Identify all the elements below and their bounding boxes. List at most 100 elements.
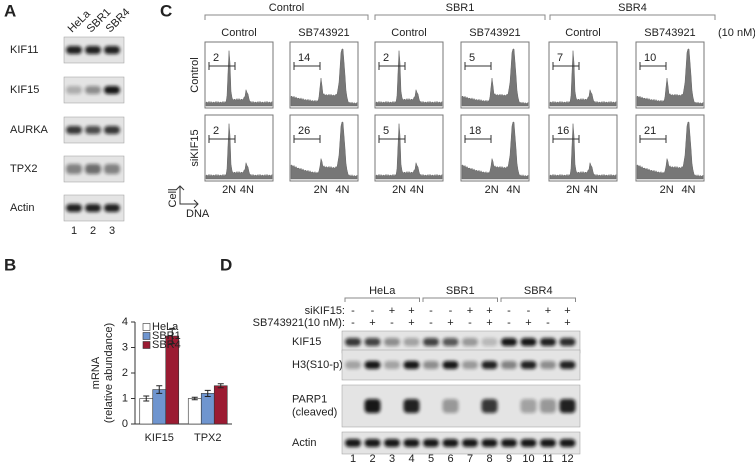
histogram [636,48,704,107]
histogram [375,123,443,180]
blot-band [104,86,120,94]
y-axis-label: mRNA [90,356,102,389]
blot-band [540,439,556,447]
histogram [636,121,704,180]
blot-band [442,399,459,413]
ploidy-label: 2N [566,184,580,196]
error-bar [191,396,198,401]
treatment-sign: - [546,317,550,329]
histogram-frame [204,41,274,109]
axis-label: Cell [167,189,179,208]
gate [552,135,580,143]
blot-band [540,399,556,413]
gate-value: 7 [557,52,563,64]
treatment-sign: + [369,317,375,329]
gate-value: 26 [298,125,310,137]
treatment-sign: + [564,317,570,329]
group-bracket [422,297,498,302]
gate [639,62,667,70]
lane-number: 12 [561,453,573,465]
gate-value: 5 [383,125,389,137]
gate [639,135,667,143]
blot-band [442,439,459,447]
axis-arrows [175,185,199,209]
blot-band [384,338,400,346]
blot-band [384,439,400,447]
group-label: SBR4 [618,2,647,14]
row-label: Control [189,57,201,92]
blot-band [520,399,537,413]
condition-label: SB743921 [298,27,349,39]
blot-band [85,46,101,54]
histogram-frame [374,41,444,109]
group-label: SBR1 [446,2,475,14]
treatment-sign: - [449,305,453,317]
ploidy-label: 2N [660,184,674,196]
blot-band [481,399,498,413]
error-bar [169,327,176,345]
lane-number: 11 [542,453,553,465]
panel-letter: A [4,1,16,20]
blot-band [104,126,120,134]
y-tick-label: 2 [122,367,128,379]
ploidy-label: 4N [681,184,695,196]
error-bar [143,395,150,402]
treatment-sign: - [507,317,511,329]
group-bracket [374,14,546,20]
blot-band [559,399,576,413]
lane-number: 7 [467,453,473,465]
blot-label: TPX2 [10,163,38,175]
gate-value: 2 [213,125,219,137]
axis-label: DNA [186,208,210,220]
condition-label: Control [391,27,426,39]
group-label: SBR1 [446,285,475,297]
treatment-sign: - [429,305,433,317]
blot-band [540,361,556,369]
blot-band [403,338,420,346]
blot-band [345,361,361,369]
ploidy-label: 2N [314,184,328,196]
group-label: SBR4 [524,285,553,297]
lane-number: 8 [486,453,492,465]
treatment-sign: + [389,305,395,317]
blot-label: H3(S10-p) [292,359,343,371]
blot-label: (cleaved) [292,406,337,418]
bar [139,398,154,425]
treatment-label: siKIF15: [305,305,345,317]
histogram [205,123,273,180]
treatment-sign: - [390,317,394,329]
gate-value: 21 [644,125,656,137]
treatment-sign: + [486,317,492,329]
error-bar [217,383,224,389]
treatment-sign: + [486,305,492,317]
blot-band [462,338,478,346]
error-bar [156,385,163,394]
group-label: HeLa [369,285,396,297]
blot-band [520,338,537,346]
blot-band [66,86,82,94]
y-tick-label: 0 [122,418,128,430]
blot-band [345,338,361,346]
blot-band [559,439,576,447]
blot-band [403,399,420,413]
bar [200,393,215,425]
blot-band [481,338,498,346]
histogram [461,48,529,107]
treatment-sign: + [525,317,531,329]
blot-band [481,439,498,447]
treatment-sign: - [429,317,433,329]
lane-number: 5 [428,453,434,465]
y-tick-label: 4 [122,316,128,328]
lane-number: 4 [408,453,414,465]
blot-band [559,338,576,346]
blot-band [85,126,101,134]
blot-band [364,338,381,346]
blot-band [520,439,537,447]
group-bracket [500,297,576,302]
bar [152,389,167,425]
x-tick-label: TPX2 [194,432,222,444]
legend-swatch [142,332,151,340]
treatment-sign: - [351,305,355,317]
histogram-frame [548,41,618,109]
